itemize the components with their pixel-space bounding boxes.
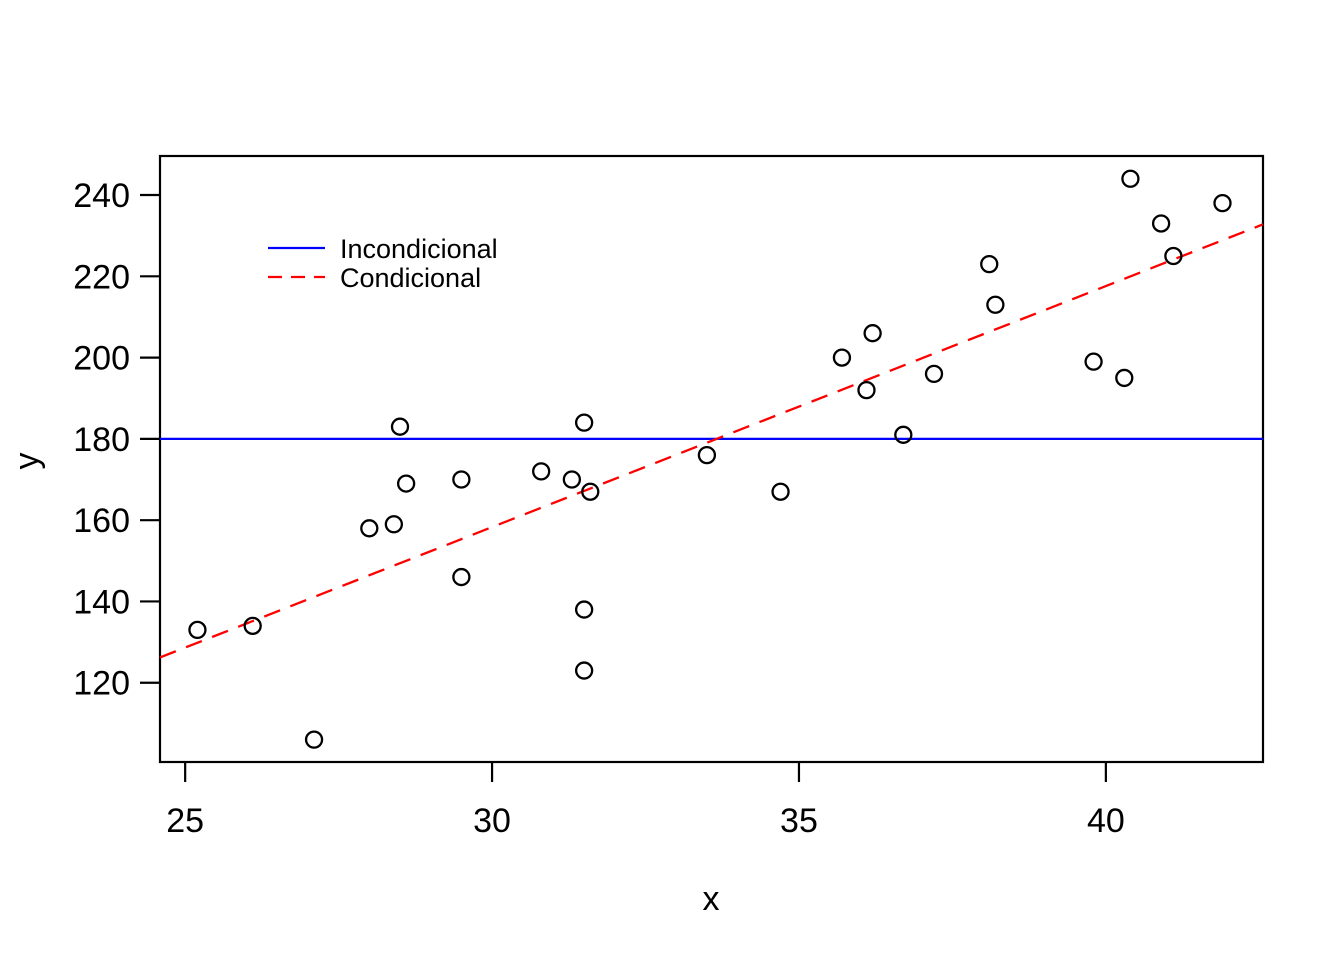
- x-tick-label: 30: [473, 802, 511, 840]
- plot-border-group: [158, 154, 1265, 764]
- x-axis: 25 30 35 40: [166, 762, 1125, 840]
- data-point: [1213, 193, 1232, 213]
- y-tick-label: 140: [73, 583, 130, 621]
- data-point: [1084, 352, 1103, 371]
- data-point: [1121, 169, 1140, 188]
- data-point: [562, 470, 582, 489]
- y-tick-label: 160: [73, 502, 130, 540]
- y-tick-label: 240: [73, 177, 130, 215]
- x-tick-label: 25: [166, 802, 204, 840]
- data-point: [1115, 368, 1134, 388]
- data-point: [304, 730, 324, 749]
- data-point: [396, 474, 416, 493]
- data-point: [771, 482, 790, 501]
- fit-lines-group: [159, 223, 1264, 659]
- y-tick-label: 220: [73, 258, 130, 296]
- data-point: [384, 515, 404, 534]
- x-tick-label: 40: [1087, 802, 1125, 840]
- data-point: [924, 364, 944, 384]
- y-axis-title: y: [8, 453, 46, 470]
- data-point: [894, 425, 913, 444]
- data-point: [832, 348, 852, 367]
- data-point: [188, 620, 207, 640]
- data-point: [697, 445, 717, 465]
- data-point: [581, 482, 600, 501]
- data-points-group: [188, 169, 1232, 749]
- data-point: [574, 413, 594, 432]
- y-tick-label: 120: [73, 665, 130, 703]
- data-point: [574, 661, 594, 680]
- data-point: [360, 519, 379, 538]
- data-point: [1151, 214, 1171, 233]
- data-point: [986, 295, 1005, 314]
- data-point: [390, 417, 410, 436]
- y-tick-label: 200: [73, 340, 130, 378]
- y-axis: 120 140 160 180 200 220 240: [73, 177, 160, 703]
- data-point: [863, 324, 882, 343]
- y-tick-label: 180: [73, 421, 130, 459]
- data-point: [857, 380, 876, 400]
- data-point: [980, 254, 999, 274]
- plot-border: [158, 154, 1265, 764]
- data-point: [1164, 246, 1183, 266]
- conditional-regression-line: [159, 223, 1264, 659]
- data-point: [452, 567, 471, 587]
- data-point: [532, 462, 551, 481]
- data-point: [452, 470, 471, 489]
- data-point: [243, 616, 262, 635]
- x-axis-title: x: [703, 880, 720, 918]
- data-point: [574, 600, 594, 619]
- x-tick-label: 35: [780, 802, 818, 840]
- legend-label: Condicional: [340, 263, 481, 293]
- legend-label: Incondicional: [340, 234, 498, 264]
